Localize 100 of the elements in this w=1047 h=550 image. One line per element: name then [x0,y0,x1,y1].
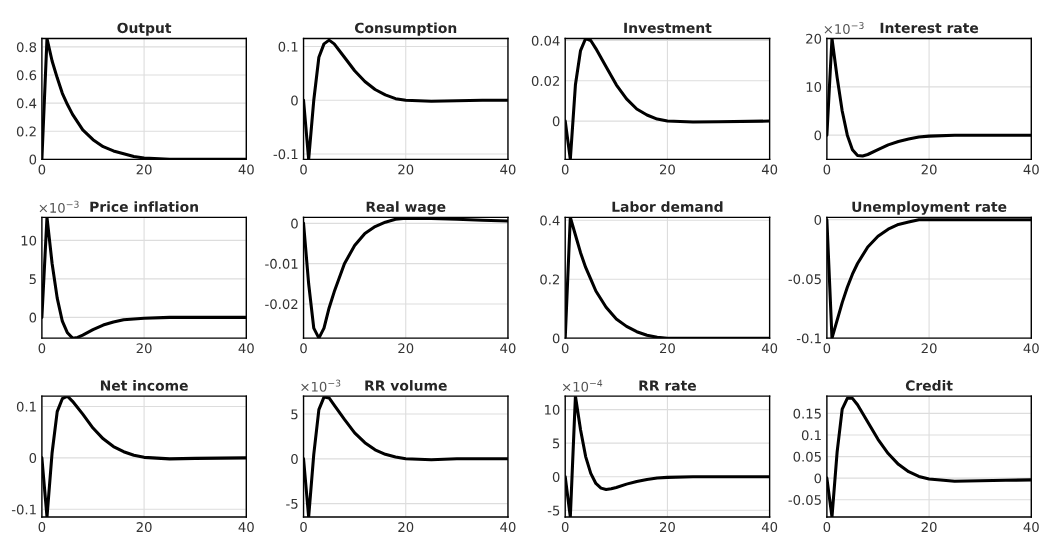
x-tick-label: 20 [136,164,152,175]
x-tick-label: 20 [659,522,675,533]
line-series [303,217,508,339]
chart-title: Unemployment rate [852,201,1007,215]
x-tick-label: 0 [561,343,569,354]
y-tick-label: 0.4 [540,215,560,226]
x-tick-label: 0 [300,522,307,533]
line-series [826,38,1032,158]
x-tick-label: 40 [761,522,778,533]
chart-title: RR rate [639,380,696,391]
x-tick-label: 40 [238,522,254,533]
y-tick-label: 0.05 [793,451,821,462]
y-tick-label: 0 [291,218,298,229]
x-tick-label: 0 [300,343,307,354]
x-tick-label: 0 [300,164,307,175]
y-tick-label: 0.6 [16,70,37,81]
chart-title: Price inflation [90,201,198,212]
chart-title: Output [117,22,172,36]
x-tick-label: 20 [136,343,152,354]
y-tick-label: -0.1 [796,333,821,344]
y-tick-label: 0 [552,116,560,127]
y-tick-label: 5 [552,438,560,449]
y-tick-label: -0.01 [265,258,298,269]
x-tick-label: 40 [1023,343,1039,354]
y-tick-label: 0 [29,154,37,165]
y-tick-label: 0.8 [16,42,37,53]
x-tick-label: 40 [500,164,516,175]
x-tick-label: 20 [398,522,414,533]
x-tick-label: 40 [500,343,516,354]
y-tick-label: 0 [291,95,298,106]
text: ×10$^{−4}$ [562,379,603,392]
x-tick-label: 20 [921,343,937,354]
chart-title: Real wage [366,201,446,215]
y-tick-label: -0.1 [11,504,36,515]
y-tick-label: 20 [806,33,822,44]
line-series [41,217,247,339]
y-tick-label: 0 [552,471,560,482]
x-tick-label: 0 [38,164,46,175]
y-tick-label: 5 [29,274,36,285]
x-tick-label: 20 [659,343,675,354]
y-tick-label: 0 [814,130,822,141]
line-series [826,396,1032,517]
x-tick-label: 0 [561,164,569,175]
y-tick-label: -5 [286,498,298,509]
x-tick-label: 40 [1023,164,1039,175]
chart-title: Net income [100,380,188,391]
y-tick-label: -0.02 [265,299,298,310]
x-tick-label: 20 [921,164,937,175]
line-series [303,396,508,517]
x-tick-label: 20 [659,164,675,175]
y-tick-label: 10 [545,404,560,415]
line-series [565,396,770,517]
y-tick-label: 0 [552,333,560,344]
line-series [303,38,508,160]
x-tick-label: 0 [38,343,46,354]
y-tick-label: -0.05 [788,494,821,505]
y-tick-label: 10 [806,82,822,93]
line-series [41,396,247,517]
y-tick-label: 10 [21,235,37,246]
text: ×10$^{−3}$ [39,200,79,213]
chart-title: Credit [905,380,953,391]
y-tick-label: 0 [29,453,37,464]
y-tick-label: 0 [29,312,37,323]
y-tick-label: 5 [291,409,298,420]
x-tick-label: 0 [561,522,569,533]
y-tick-label: -5 [547,505,560,516]
x-tick-label: 40 [238,343,254,354]
y-tick-label: 0 [291,454,298,465]
x-tick-label: 40 [238,164,254,175]
y-tick-label: 0.02 [531,76,560,86]
chart-title: Interest rate [880,22,979,34]
y-tick-label: 0.1 [801,430,821,441]
chart-title: Investment [624,22,712,34]
y-tick-label: 0 [814,214,822,225]
chart-title: RR volume [365,380,447,391]
y-tick-label: 0.15 [793,408,821,419]
x-tick-label: 40 [500,522,516,533]
x-tick-label: 20 [136,522,152,533]
y-tick-label: 0.2 [540,274,560,285]
x-tick-label: 40 [761,164,778,175]
y-tick-label: -0.05 [788,274,821,285]
x-tick-label: 20 [921,522,937,533]
x-tick-label: 0 [823,343,831,354]
y-tick-label: 0.2 [16,126,36,137]
text: ×10$^{−3}$ [301,379,341,392]
y-tick-label: 0.1 [278,41,298,52]
line-series [565,38,770,160]
y-tick-label: 0 [814,473,822,484]
x-tick-label: 0 [38,522,46,533]
y-tick-label: -0.1 [273,149,298,160]
y-tick-label: 0.4 [16,98,37,109]
text: ×10$^{−3}$ [824,21,864,35]
x-tick-label: 40 [761,343,778,354]
x-tick-label: 0 [823,522,831,533]
x-tick-label: 0 [823,164,831,175]
chart-title: Consumption [354,22,457,36]
x-tick-label: 20 [398,343,414,354]
y-tick-label: 0.1 [16,401,36,412]
chart-title: Labor demand [612,201,723,212]
x-tick-label: 20 [398,164,414,175]
